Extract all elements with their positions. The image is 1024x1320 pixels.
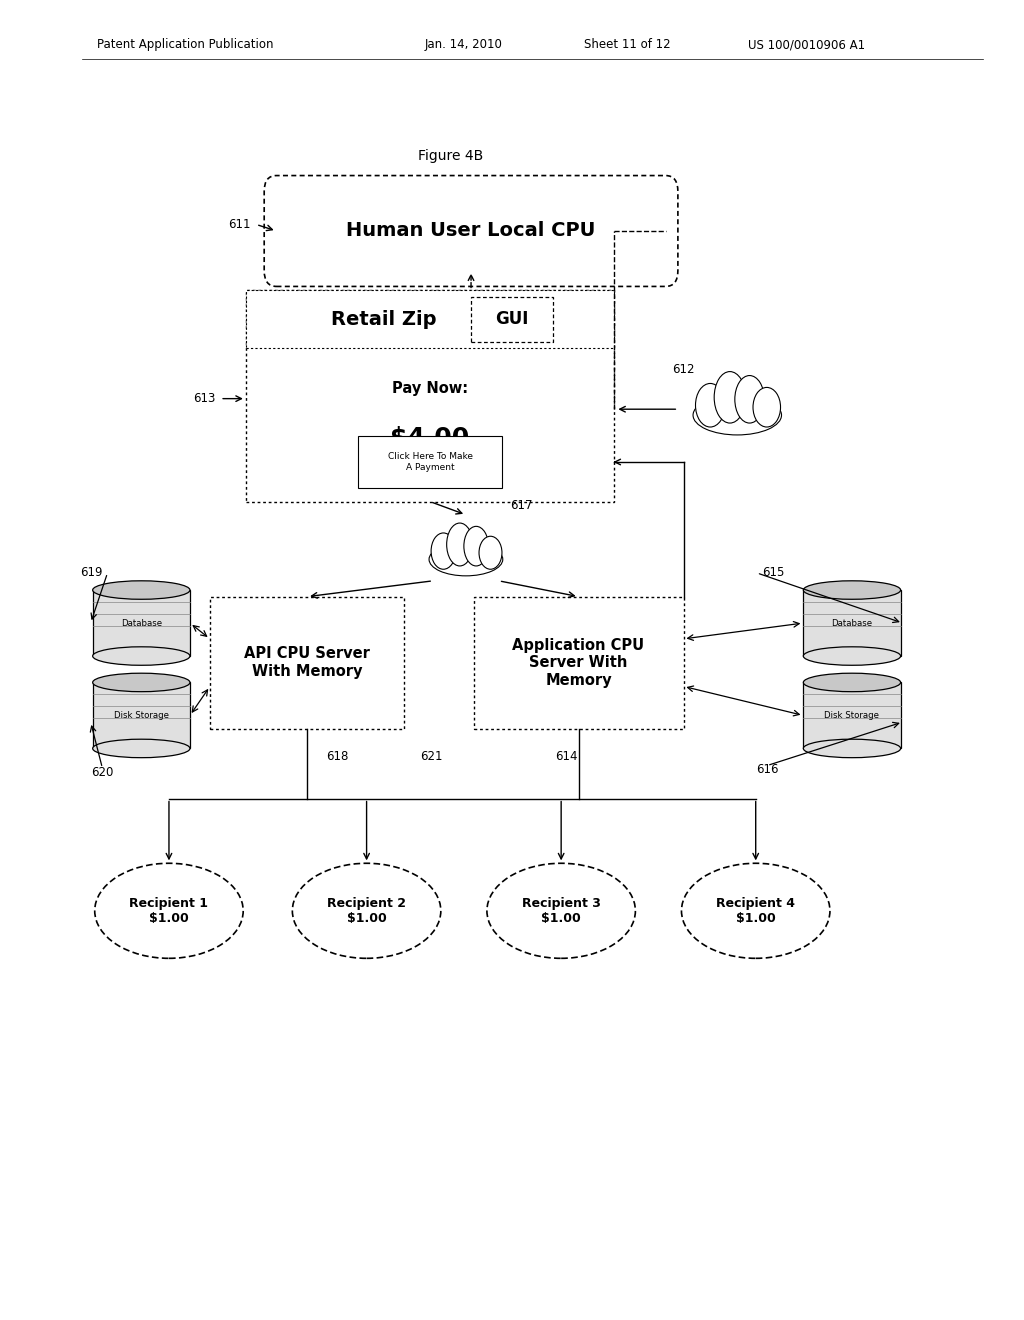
Ellipse shape xyxy=(735,376,764,424)
Text: Human User Local CPU: Human User Local CPU xyxy=(346,222,596,240)
FancyBboxPatch shape xyxy=(93,682,190,748)
Text: 611: 611 xyxy=(228,218,251,231)
Text: Recipient 2
$1.00: Recipient 2 $1.00 xyxy=(327,896,407,925)
Ellipse shape xyxy=(695,383,725,428)
Ellipse shape xyxy=(803,673,901,692)
Ellipse shape xyxy=(487,863,635,958)
Ellipse shape xyxy=(714,372,745,422)
Ellipse shape xyxy=(293,863,440,958)
FancyBboxPatch shape xyxy=(471,297,553,342)
Ellipse shape xyxy=(803,647,901,665)
Ellipse shape xyxy=(93,581,190,599)
Text: Database: Database xyxy=(121,619,162,627)
FancyBboxPatch shape xyxy=(803,590,901,656)
Text: Recipient 1
$1.00: Recipient 1 $1.00 xyxy=(129,896,209,925)
Text: 615: 615 xyxy=(762,566,784,579)
Text: 613: 613 xyxy=(193,392,215,405)
Text: Recipient 4
$1.00: Recipient 4 $1.00 xyxy=(716,896,796,925)
Text: 616: 616 xyxy=(756,763,778,776)
Ellipse shape xyxy=(93,739,190,758)
Text: 618: 618 xyxy=(326,750,348,763)
FancyBboxPatch shape xyxy=(803,682,901,748)
Text: Application CPU
Server With
Memory: Application CPU Server With Memory xyxy=(512,638,645,688)
Text: 621: 621 xyxy=(420,750,442,763)
Text: Database: Database xyxy=(831,619,872,627)
Ellipse shape xyxy=(464,527,488,566)
FancyBboxPatch shape xyxy=(93,590,190,656)
Ellipse shape xyxy=(803,739,901,758)
Text: Pay Now:: Pay Now: xyxy=(392,380,468,396)
Text: Jan. 14, 2010: Jan. 14, 2010 xyxy=(425,38,503,51)
Ellipse shape xyxy=(682,863,829,958)
Text: Sheet 11 of 12: Sheet 11 of 12 xyxy=(584,38,671,51)
Text: API CPU Server
With Memory: API CPU Server With Memory xyxy=(245,647,370,678)
Text: Recipient 3
$1.00: Recipient 3 $1.00 xyxy=(521,896,601,925)
Ellipse shape xyxy=(446,523,473,566)
FancyBboxPatch shape xyxy=(246,290,614,502)
Text: US 100/0010906 A1: US 100/0010906 A1 xyxy=(748,38,864,51)
Ellipse shape xyxy=(693,396,781,436)
Ellipse shape xyxy=(429,543,503,576)
Text: 620: 620 xyxy=(91,766,114,779)
FancyBboxPatch shape xyxy=(246,290,614,348)
FancyBboxPatch shape xyxy=(473,597,684,729)
Ellipse shape xyxy=(431,533,456,569)
FancyBboxPatch shape xyxy=(358,436,502,488)
Ellipse shape xyxy=(95,863,244,958)
Text: 619: 619 xyxy=(80,566,102,579)
Text: $4.00: $4.00 xyxy=(390,426,470,450)
Ellipse shape xyxy=(479,536,502,569)
FancyBboxPatch shape xyxy=(210,597,404,729)
Ellipse shape xyxy=(93,647,190,665)
Text: Click Here To Make
A Payment: Click Here To Make A Payment xyxy=(387,453,473,471)
Ellipse shape xyxy=(93,673,190,692)
Text: 617: 617 xyxy=(510,499,532,512)
Text: GUI: GUI xyxy=(496,310,528,329)
FancyBboxPatch shape xyxy=(264,176,678,286)
Text: 614: 614 xyxy=(555,750,578,763)
Ellipse shape xyxy=(753,388,780,428)
Text: Disk Storage: Disk Storage xyxy=(824,711,880,719)
Text: Patent Application Publication: Patent Application Publication xyxy=(97,38,273,51)
Ellipse shape xyxy=(803,581,901,599)
Text: Figure 4B: Figure 4B xyxy=(418,149,483,162)
Text: Retail Zip: Retail Zip xyxy=(331,310,437,329)
Text: 612: 612 xyxy=(672,363,694,376)
Text: Disk Storage: Disk Storage xyxy=(114,711,169,719)
